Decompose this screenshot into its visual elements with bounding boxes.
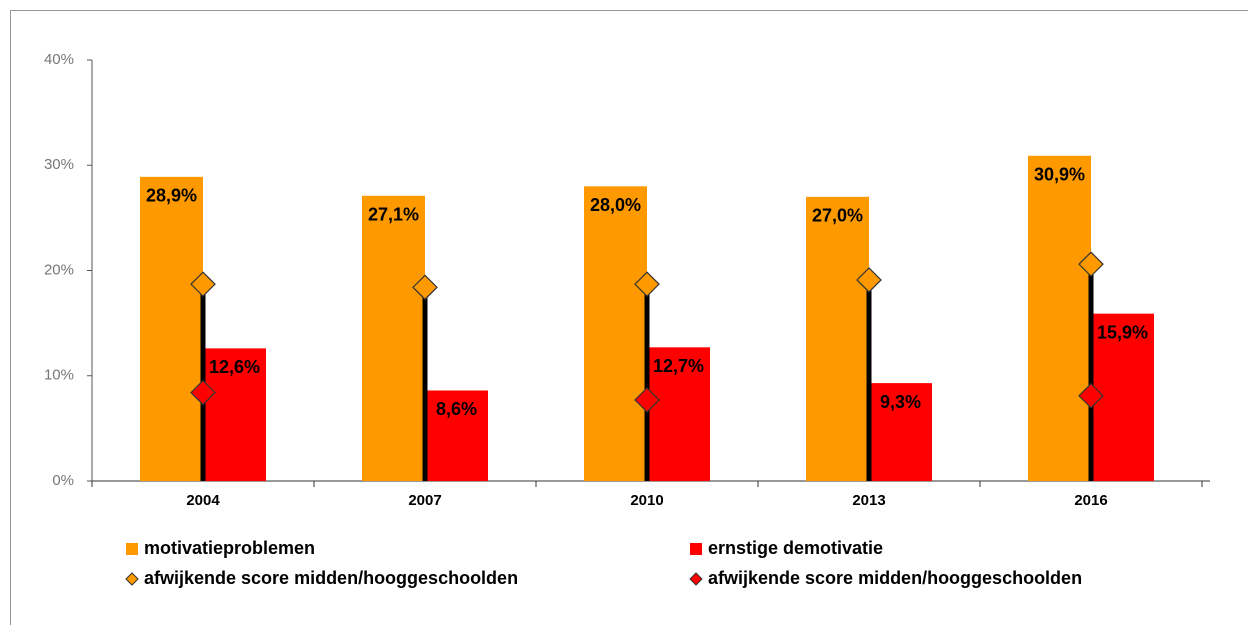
x-tick-label: 2013 bbox=[852, 492, 885, 509]
diamond-marker bbox=[412, 274, 438, 301]
diamond-marker bbox=[856, 267, 882, 293]
x-tick-label: 2010 bbox=[630, 492, 663, 509]
legend-label: afwijkende score midden/hooggeschoolden bbox=[708, 568, 1082, 588]
legend-swatch bbox=[126, 543, 138, 555]
diamond-marker bbox=[634, 387, 660, 413]
diamond-marker bbox=[634, 271, 660, 298]
y-tick-label: 40% bbox=[44, 51, 74, 68]
frame bbox=[10, 10, 1248, 625]
y-tick-label: 10% bbox=[44, 367, 74, 384]
bar bbox=[1028, 155, 1091, 481]
value-label: 30,9% bbox=[1034, 165, 1085, 185]
legend-label: ernstige demotivatie bbox=[708, 538, 883, 558]
bar bbox=[362, 195, 425, 481]
legend-label: motivatieproblemen bbox=[144, 538, 315, 558]
y-tick-label: 20% bbox=[44, 261, 74, 278]
value-label: 27,0% bbox=[812, 206, 863, 226]
bar bbox=[806, 196, 869, 481]
bar bbox=[425, 390, 488, 481]
value-label: 27,1% bbox=[368, 205, 419, 225]
diamond-marker bbox=[190, 271, 216, 298]
bar bbox=[584, 186, 647, 482]
value-label: 12,7% bbox=[653, 356, 704, 376]
legend-swatch bbox=[690, 543, 702, 555]
bar bbox=[140, 176, 203, 481]
diamond-marker bbox=[1078, 251, 1104, 278]
value-label: 15,9% bbox=[1097, 322, 1148, 342]
value-label: 28,9% bbox=[146, 186, 197, 206]
legend-label: afwijkende score midden/hooggeschoolden bbox=[144, 568, 518, 588]
bar bbox=[203, 348, 266, 481]
y-tick-label: 0% bbox=[52, 472, 74, 489]
x-tick-label: 2016 bbox=[1074, 492, 1107, 509]
value-label: 28,0% bbox=[590, 195, 641, 215]
x-tick-label: 2007 bbox=[408, 492, 441, 509]
value-label: 9,3% bbox=[880, 392, 921, 412]
y-tick-label: 30% bbox=[44, 156, 74, 173]
bar bbox=[869, 383, 932, 481]
legend-swatch bbox=[125, 572, 139, 586]
x-tick-label: 2004 bbox=[186, 492, 220, 509]
value-label: 12,6% bbox=[209, 357, 260, 377]
value-label: 8,6% bbox=[436, 399, 477, 419]
diamond-marker bbox=[1078, 382, 1104, 409]
legend-swatch bbox=[689, 572, 703, 586]
bar bbox=[647, 347, 710, 481]
diamond-marker bbox=[190, 379, 216, 406]
